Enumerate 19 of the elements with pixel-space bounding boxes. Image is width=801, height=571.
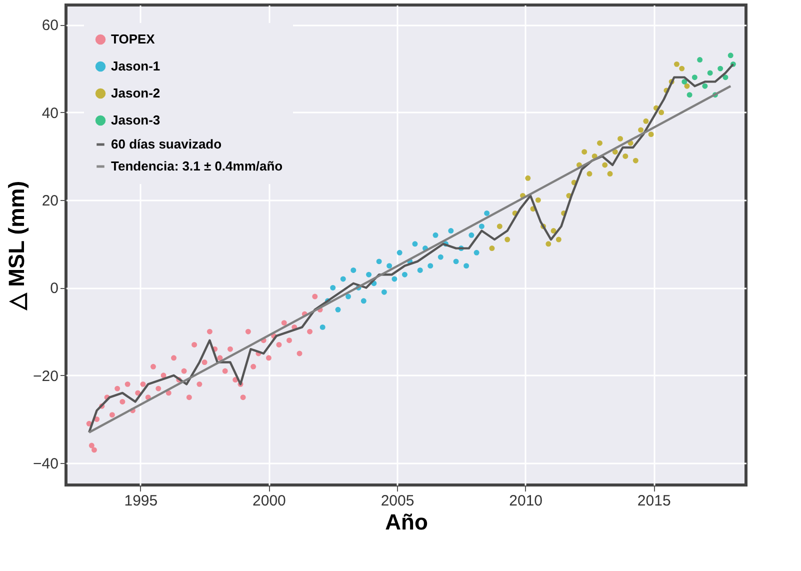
legend-label: 60 días suavizado <box>111 136 222 152</box>
y-tick-label: 40 <box>42 104 58 122</box>
legend-label: Jason-2 <box>111 86 160 100</box>
y-tick-label: −20 <box>33 368 58 385</box>
legend-label: Jason-3 <box>111 112 160 128</box>
x-tick-label: 2015 <box>637 492 671 510</box>
x-tick-label: 1995 <box>124 492 158 510</box>
x-axis-title: Año <box>385 510 428 534</box>
x-tick-label: 2010 <box>509 492 543 510</box>
y-tick-label: −40 <box>33 456 58 473</box>
y-tick-label: 0 <box>50 280 58 298</box>
y-tick-label: 60 <box>42 17 58 34</box>
legend-label: TOPEX <box>111 32 156 46</box>
y-tick-label: 20 <box>42 192 58 210</box>
x-tick-label: 2005 <box>380 492 414 510</box>
legend-label: Jason-1 <box>111 58 160 74</box>
legend-label: Tendencia: 3.1 ± 0.4mm/año <box>111 158 283 174</box>
y-axis-title: △ MSL (mm) <box>4 180 30 312</box>
x-tick-label: 2000 <box>252 492 286 510</box>
